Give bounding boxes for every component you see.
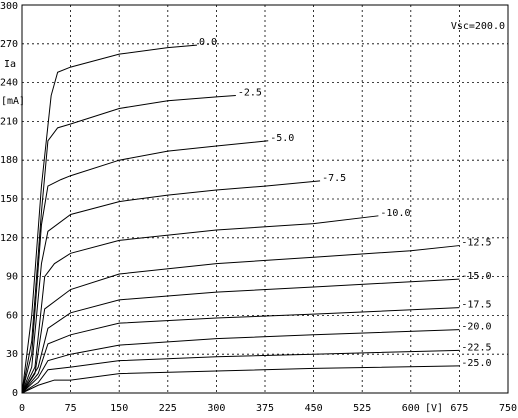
curve xyxy=(21,245,460,394)
y-tick-label: 270 xyxy=(0,39,18,50)
curve-label: -17.5 xyxy=(461,300,491,311)
y-tick-label: 30 xyxy=(6,349,18,360)
curve-label: -2.5 xyxy=(238,88,262,99)
x-tick-label: 225 xyxy=(159,403,177,414)
x-axis-unit: [V] xyxy=(425,403,443,414)
x-tick-label: 300 xyxy=(207,403,225,414)
y-tick-label: 0 xyxy=(12,388,18,399)
curve xyxy=(21,365,460,394)
y-tick-label: 210 xyxy=(0,116,18,127)
curve-label: -5.0 xyxy=(270,133,294,144)
curve-label: 0.0 xyxy=(199,37,217,48)
curve xyxy=(21,349,460,394)
annotation: Vsc=200.0 xyxy=(451,21,505,32)
curve xyxy=(21,44,198,394)
y-tick-label: 120 xyxy=(0,233,18,244)
curve-label: -10.0 xyxy=(380,208,410,219)
x-tick-label: 600 xyxy=(402,403,420,414)
y-tick-label: 240 xyxy=(0,78,18,89)
y-axis-label: Ia xyxy=(4,59,16,70)
curve-label: -12.5 xyxy=(461,238,491,249)
curve xyxy=(21,307,460,394)
curve xyxy=(21,180,321,394)
curve xyxy=(21,140,269,394)
curve xyxy=(21,215,379,394)
x-tick-label: 675 xyxy=(450,403,468,414)
y-axis-unit: [mA] xyxy=(1,96,25,107)
y-tick-label: 60 xyxy=(6,310,18,321)
x-tick-label: 375 xyxy=(256,403,274,414)
y-tick-label: 90 xyxy=(6,272,18,283)
y-tick-label: 180 xyxy=(0,155,18,166)
y-tick-label: 150 xyxy=(0,194,18,205)
curve xyxy=(21,278,460,394)
y-tick-label: 300 xyxy=(0,1,18,12)
x-tick-label: 750 xyxy=(499,403,517,414)
curve-label: -22.5 xyxy=(461,342,491,353)
x-tick-label: 450 xyxy=(305,403,323,414)
curve xyxy=(21,329,460,394)
curve-label: -7.5 xyxy=(322,173,346,184)
x-tick-label: 525 xyxy=(353,403,371,414)
curve-label: -25.0 xyxy=(461,358,491,369)
curve xyxy=(21,95,236,394)
x-tick-label: 0 xyxy=(19,403,25,414)
curve-label: -15.0 xyxy=(461,271,491,282)
x-tick-label: 75 xyxy=(65,403,77,414)
x-tick-label: 150 xyxy=(110,403,128,414)
curve-label: -20.0 xyxy=(461,322,491,333)
plot-frame xyxy=(21,4,509,394)
